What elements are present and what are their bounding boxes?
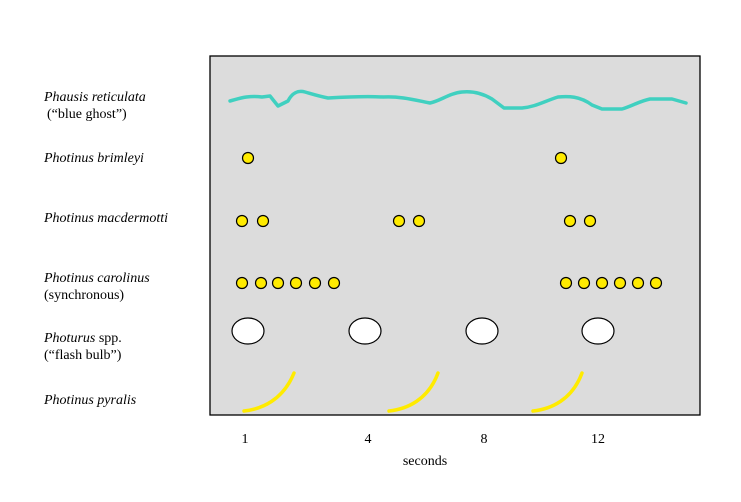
flash-dot (289, 276, 303, 290)
flash-row-macdermotti (235, 214, 597, 228)
flash-bulb (465, 317, 499, 345)
species-label-photurus: Photurus (44, 331, 96, 346)
flash-row-photurus (231, 317, 615, 345)
flash-dot (583, 214, 597, 228)
flash-dot (235, 276, 249, 290)
species-label-photurus-suffix: spp. (95, 331, 122, 346)
flash-dot (392, 214, 406, 228)
flash-dot (577, 276, 591, 290)
flash-dot (649, 276, 663, 290)
species-label-macdermotti: Photinus macdermotti (44, 211, 169, 226)
flash-dot (327, 276, 341, 290)
flash-bulb (231, 317, 265, 345)
flash-dot (412, 214, 426, 228)
flash-dot (563, 214, 577, 228)
flash-dot (554, 151, 568, 165)
x-tick-8: 8 (480, 432, 488, 447)
flash-row-pyralis (242, 371, 584, 413)
flash-dot (241, 151, 255, 165)
flash-row-carolinus (235, 276, 663, 290)
x-tick-1: 1 (241, 432, 249, 447)
flash-dot (595, 276, 609, 290)
x-axis-label: seconds (402, 454, 448, 469)
species-label-phausis: Phausis reticulata (44, 90, 146, 105)
flash-dot (613, 276, 627, 290)
species-sublabel-phausis: (“blue ghost”) (47, 107, 127, 122)
flash-row-brimleyi (241, 151, 568, 165)
species-sublabel-carolinus: (synchronous) (44, 288, 125, 303)
flash-dot (254, 276, 268, 290)
diagram-panel (209, 55, 701, 416)
j-flash (387, 371, 440, 413)
flash-dot (631, 276, 645, 290)
species-label-brimleyi: Photinus brimleyi (44, 151, 144, 166)
species-sublabel-photurus: (“flash bulb”) (44, 348, 122, 363)
flash-bulb (348, 317, 382, 345)
species-label-pyralis: Photinus pyralis (44, 393, 137, 408)
species-label-carolinus: Photinus carolinus (44, 271, 150, 286)
flash-dot (559, 276, 573, 290)
glow-line-phausis (228, 89, 688, 111)
flash-dot (271, 276, 285, 290)
flash-dot (256, 214, 270, 228)
flash-bulb (581, 317, 615, 345)
x-tick-12: 12 (591, 432, 605, 447)
j-flash (242, 371, 296, 413)
flash-dot (235, 214, 249, 228)
flash-dot (308, 276, 322, 290)
x-tick-4: 4 (364, 432, 372, 447)
j-flash (531, 371, 584, 413)
